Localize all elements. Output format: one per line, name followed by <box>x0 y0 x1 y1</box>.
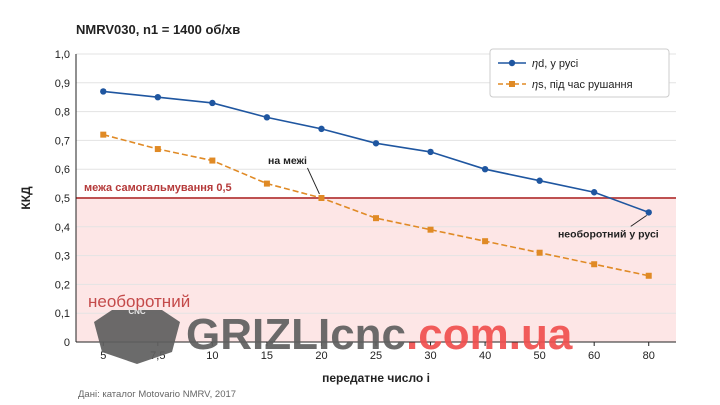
y-tick-label: 0,7 <box>55 135 70 147</box>
legend: ηd, у русі ηs, під час рушання <box>489 48 670 98</box>
watermark-text-a: GRIZLIcnc <box>186 310 406 359</box>
legend-marker-s <box>509 81 515 87</box>
x-axis-title: передатне число i <box>322 371 430 385</box>
series-point-0 <box>100 88 107 95</box>
source-note: Дані: каталог Motovario NMRV, 2017 <box>78 389 236 400</box>
irreversible-region <box>76 198 676 342</box>
legend-marker-d <box>508 59 516 67</box>
series-point-0 <box>263 114 271 121</box>
x-tick-label: 50 <box>534 350 546 362</box>
x-tick-label: 25 <box>370 350 382 362</box>
series-point-1 <box>482 238 489 245</box>
series-point-1 <box>263 180 270 187</box>
series-point-0 <box>481 166 489 173</box>
axis-layer: 00,10,20,30,40,50,60,70,80,91,057,510152… <box>19 49 676 385</box>
series-line-1 <box>103 133 649 277</box>
series-point-1 <box>536 249 543 256</box>
annotation-layer: на межі необоротний у русі <box>268 155 659 240</box>
series-point-0 <box>209 99 216 107</box>
series-point-0 <box>372 140 380 147</box>
series-point-1 <box>591 261 598 268</box>
chart-title: NMRV030, n1 = 1400 об/хв <box>76 22 240 37</box>
legend-entry-d-text: d, у русі <box>538 58 578 70</box>
series-point-0 <box>645 209 652 216</box>
threshold-layer: межа самогальмування 0,5 <box>76 182 676 199</box>
series-point-1 <box>100 131 107 138</box>
x-tick-label: 10 <box>206 350 218 362</box>
series-point-1 <box>373 215 379 222</box>
x-tick-label: 5 <box>100 350 106 362</box>
legend-box <box>489 48 670 98</box>
y-tick-label: 1,0 <box>55 49 70 61</box>
series-point-0 <box>154 94 162 101</box>
y-tick-label: 0 <box>64 337 70 349</box>
y-tick-label: 0,1 <box>55 308 70 320</box>
legend-entry-s-symbol: η <box>532 79 538 91</box>
series-point-1 <box>318 195 325 201</box>
y-tick-label: 0,8 <box>55 107 70 119</box>
legend-entry-s: ηs, під час рушання <box>532 79 633 91</box>
y-tick-label: 0,6 <box>55 164 70 176</box>
series-layer <box>100 88 652 279</box>
x-tick-label: 40 <box>479 350 491 362</box>
x-tick-label: 30 <box>424 350 436 362</box>
watermark-text: GRIZLIcnc.com.ua <box>186 310 573 359</box>
watermark: CNC GRIZLIcnc.com.ua <box>94 307 573 364</box>
series-point-0 <box>427 148 434 156</box>
y-tick-label: 0,5 <box>55 193 70 205</box>
series-point-0 <box>590 189 598 196</box>
x-tick-label: 20 <box>315 350 327 362</box>
x-tick-label: 80 <box>643 350 655 362</box>
annotation-arrow-irreversible <box>630 215 647 227</box>
series-point-1 <box>154 146 161 153</box>
y-tick-label: 0,4 <box>55 222 70 234</box>
region-label: необоротний <box>88 292 190 311</box>
legend-entry-d-symbol: η <box>532 58 538 70</box>
series-point-0 <box>318 125 325 133</box>
series-point-1 <box>427 226 434 233</box>
series-point-1 <box>645 272 652 279</box>
annotation-limit: на межі <box>268 155 307 167</box>
annotation-arrow-limit <box>307 167 320 195</box>
watermark-text-b: .com.ua <box>406 310 573 359</box>
x-tick-label: 60 <box>588 350 600 362</box>
y-tick-label: 0,9 <box>55 78 70 90</box>
series-point-1 <box>209 157 216 164</box>
y-tick-label: 0,3 <box>55 251 70 263</box>
annotation-irreversible: необоротний у русі <box>558 228 659 240</box>
legend-entry-d: ηd, у русі <box>532 58 578 70</box>
watermark-badge-text: CNC <box>128 307 146 316</box>
y-tick-label: 0,2 <box>55 279 70 291</box>
watermark-shield-icon <box>94 310 180 364</box>
region-layer: необоротний <box>76 198 676 342</box>
y-axis-title: ККД <box>19 186 33 210</box>
series-point-0 <box>536 177 543 184</box>
legend-entry-s-text: s, під час рушання <box>538 79 632 91</box>
x-tick-label: 15 <box>261 350 273 362</box>
threshold-label: межа самогальмування 0,5 <box>84 182 232 194</box>
